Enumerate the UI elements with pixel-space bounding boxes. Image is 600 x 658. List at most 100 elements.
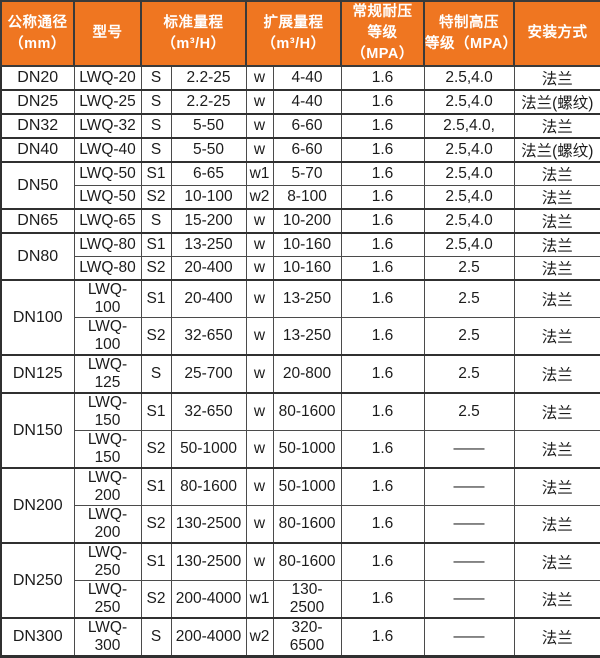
header-high-pressure: 特制高压 等级（MPA） <box>423 0 518 68</box>
header-mounting: 安装方式 <box>513 0 600 68</box>
header-high-pressure-label: 特制高压 等级（MPA） <box>425 14 518 52</box>
table-row: DN80 LWQ-80 S1 13-250 w 10-160 1.6 2.5,4.0 法兰 <box>0 232 600 281</box>
cell-standard-range-grade: S <box>140 89 172 115</box>
cell-extended-range-value: 320-6500 <box>272 617 342 658</box>
cell-regular-pressure: 1.6 <box>340 317 425 356</box>
cell-model: LWQ-300 <box>73 617 142 658</box>
table-row: LWQ-250 S2 200-4000 w1 130-2500 1.6 —— 法兰 <box>1 580 600 619</box>
header-extended-range-label: 扩展量程 （m³/H） <box>261 14 326 52</box>
cell-model: LWQ-80 <box>73 232 142 258</box>
cell-nominal-diameter: DN100 <box>0 279 75 356</box>
cell-regular-pressure: 1.6 <box>340 232 425 258</box>
table-row: DN100 LWQ-100 S1 20-400 w 13-250 1.6 2.5 法兰 <box>0 279 600 356</box>
cell-standard-range-grade: S <box>140 354 172 394</box>
cell-nominal-diameter: DN300 <box>0 617 75 658</box>
cell-standard-range-grade: S1 <box>140 232 172 258</box>
cell-high-pressure: 2.5 <box>423 256 515 281</box>
cell-model: LWQ-150 <box>73 392 142 432</box>
cell-extended-range-value: 4-40 <box>272 89 342 115</box>
cell-mounting: 法兰(螺纹) <box>513 89 600 115</box>
header-model: 型号 <box>73 0 142 68</box>
cell-mounting: 法兰 <box>513 354 600 394</box>
cell-extended-range-value: 6-60 <box>272 137 342 163</box>
cell-mounting: 法兰 <box>513 505 600 544</box>
cell-nominal-diameter: DN50 <box>0 161 75 210</box>
cell-regular-pressure: 1.6 <box>340 354 425 394</box>
cell-nominal-diameter: DN200 <box>0 467 75 544</box>
cell-mounting: 法兰 <box>513 392 600 432</box>
table-row: DN125 LWQ-125 S 25-700 w 20-800 1.6 2.5 法兰 <box>0 354 600 394</box>
cell-regular-pressure: 1.6 <box>340 208 425 234</box>
table-row: DN20 LWQ-20 S 2.2-25 w 4-40 1.6 2.5,4.0 法兰 <box>0 65 600 91</box>
header-regular-pressure: 常规耐压 等级（MPA） <box>340 0 426 68</box>
cell-high-pressure: 2.5 <box>423 392 515 432</box>
header-standard-range: 标准量程 （m³/H） <box>139 0 248 68</box>
cell-regular-pressure: 1.6 <box>340 542 425 582</box>
cell-standard-range-value: 200-4000 <box>170 580 247 619</box>
cell-extended-range-value: 13-250 <box>272 279 342 319</box>
table-row: DN50 LWQ-50 S1 6-65 w1 5-70 1.6 2.5,4.0 法兰 <box>0 161 600 210</box>
table-header: 公称通径 （mm） 型号 标准量程 （m³/H） 扩展量程 （m³/H） 常规耐… <box>0 0 600 68</box>
cell-model: LWQ-150 <box>73 430 142 469</box>
cell-standard-range-value: 80-1600 <box>170 467 247 507</box>
cell-model: LWQ-65 <box>73 208 142 234</box>
cell-regular-pressure: 1.6 <box>340 89 425 115</box>
cell-regular-pressure: 1.6 <box>340 137 425 163</box>
table-row: DN200 LWQ-200 S1 80-1600 w 50-1000 1.6 —— 法兰 <box>0 467 600 544</box>
cell-model: LWQ-32 <box>73 113 142 139</box>
cell-high-pressure: 2.5,4.0, <box>423 113 515 139</box>
cell-standard-range-grade: S1 <box>140 467 172 507</box>
table-row: DN250 LWQ-250 S1 130-2500 w 80-1600 1.6 —— 法兰 <box>0 542 600 619</box>
cell-nominal-diameter: DN250 <box>0 542 75 619</box>
cell-extended-range-grade: w <box>245 505 274 544</box>
cell-standard-range-grade: S1 <box>140 279 172 319</box>
cell-mounting: 法兰 <box>513 542 600 582</box>
cell-extended-range-grade: w <box>245 354 274 394</box>
spec-table-body: DN20 LWQ-20 S 2.2-25 w 4-40 1.6 2.5,4.0 法兰 DN25 LW… <box>0 65 600 658</box>
cell-standard-range-value: 15-200 <box>170 208 247 234</box>
cell-extended-range-value: 13-250 <box>272 317 342 356</box>
cell-high-pressure: —— <box>423 580 515 619</box>
cell-high-pressure: 2.5,4.0 <box>423 137 515 163</box>
cell-extended-range-value: 80-1600 <box>272 505 342 544</box>
cell-extended-range-value: 20-800 <box>272 354 342 394</box>
cell-mounting: 法兰 <box>513 430 600 469</box>
cell-standard-range-grade: S1 <box>140 392 172 432</box>
cell-nominal-diameter: DN125 <box>0 354 75 394</box>
cell-regular-pressure: 1.6 <box>340 185 425 210</box>
cell-high-pressure: —— <box>423 467 515 507</box>
cell-model: LWQ-250 <box>73 542 142 582</box>
cell-extended-range-grade: w <box>245 392 274 432</box>
cell-model: LWQ-250 <box>73 580 142 619</box>
table-row: LWQ-50 S2 10-100 w2 8-100 1.6 2.5,4.0 法兰 <box>1 185 600 210</box>
cell-extended-range-grade: w2 <box>245 617 274 658</box>
cell-regular-pressure: 1.6 <box>340 505 425 544</box>
cell-standard-range-grade: S2 <box>140 317 172 356</box>
cell-high-pressure: —— <box>423 542 515 582</box>
table-row: DN150 LWQ-150 S1 32-650 w 80-1600 1.6 2.5 法兰 <box>0 392 600 469</box>
header-regular-pressure-label: 常规耐压 等级（MPA） <box>351 4 414 63</box>
cell-standard-range-grade: S2 <box>140 430 172 469</box>
cell-model: LWQ-80 <box>73 256 142 281</box>
cell-extended-range-value: 80-1600 <box>272 392 342 432</box>
cell-regular-pressure: 1.6 <box>340 467 425 507</box>
cell-mounting: 法兰 <box>513 161 600 187</box>
cell-extended-range-value: 4-40 <box>272 65 342 91</box>
cell-standard-range-grade: S2 <box>140 256 172 281</box>
cell-extended-range-grade: w <box>245 89 274 115</box>
cell-extended-range-value: 50-1000 <box>272 430 342 469</box>
cell-extended-range-grade: w <box>245 208 274 234</box>
cell-extended-range-grade: w <box>245 232 274 258</box>
cell-nominal-diameter: DN25 <box>0 89 75 115</box>
cell-extended-range-grade: w <box>245 113 274 139</box>
cell-extended-range-value: 6-60 <box>272 113 342 139</box>
cell-standard-range-value: 10-100 <box>170 185 247 210</box>
cell-standard-range-value: 32-650 <box>170 317 247 356</box>
table-row: DN40 LWQ-40 S 5-50 w 6-60 1.6 2.5,4.0 法兰(螺纹) <box>0 137 600 163</box>
cell-mounting: 法兰 <box>513 113 600 139</box>
header-mounting-label: 安装方式 <box>527 25 588 42</box>
cell-standard-range-grade: S <box>140 65 172 91</box>
cell-extended-range-grade: w <box>245 279 274 319</box>
cell-high-pressure: —— <box>423 430 515 469</box>
cell-high-pressure: 2.5,4.0 <box>423 65 515 91</box>
